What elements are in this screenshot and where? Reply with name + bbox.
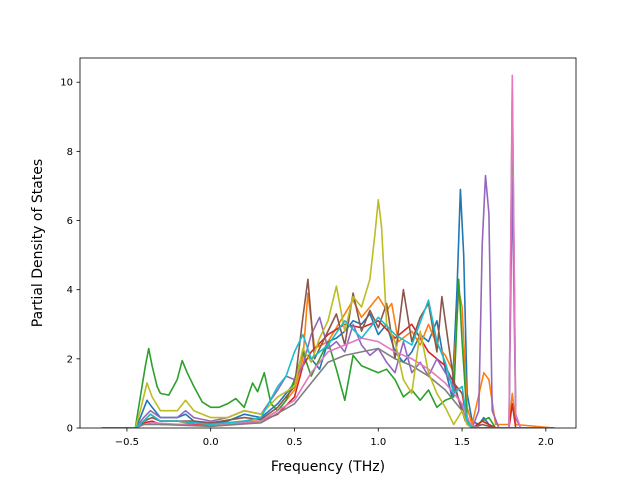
x-tick-label: 1.5 [454,437,470,448]
series-layer [101,74,555,428]
series-line-1 [101,188,555,428]
y-axis-ticks: 0 2 4 6 8 10 [60,78,80,435]
series-line-6 [101,278,555,428]
series-line-8 [101,347,555,428]
x-tick-label: 2.0 [538,437,554,448]
x-axis-ticks: −0.5 0.0 0.5 1.0 1.5 2.0 [115,428,554,448]
y-tick-label: 10 [60,78,73,89]
x-axis-label: Frequency (THz) [271,459,385,475]
series-line-3 [101,91,555,428]
x-tick-label: 0.5 [287,437,303,448]
series-line-10 [101,299,555,428]
x-tick-label: −0.5 [115,437,139,448]
x-tick-label: 1.0 [370,437,386,448]
x-tick-label: 0.0 [203,437,219,448]
y-tick-label: 4 [67,285,73,296]
y-tick-label: 0 [67,424,73,435]
series-line-9 [101,199,555,428]
plot-frame [79,57,577,429]
y-axis-label: Partial Density of States [30,159,46,327]
y-tick-label: 6 [67,216,73,227]
y-tick-label: 8 [67,147,73,158]
y-tick-label: 2 [67,354,73,365]
series-line-5 [101,174,555,428]
